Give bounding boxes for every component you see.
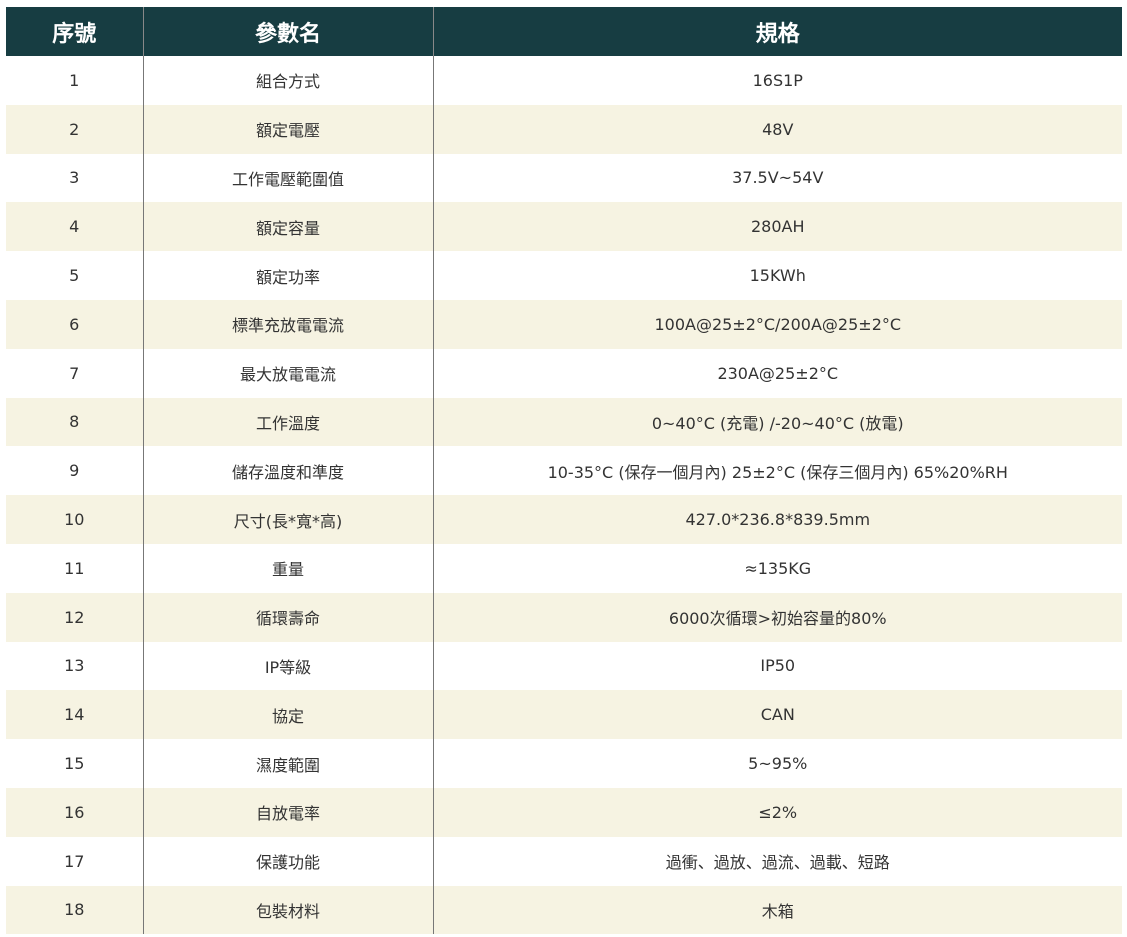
table-row: 15 濕度範圍 5~95% <box>6 739 1122 788</box>
row-number: 5 <box>69 266 80 286</box>
param-name: 標準充放電電流 <box>142 299 433 349</box>
spec-value: 15KWh <box>432 251 1122 300</box>
row-number: 1 <box>69 70 80 90</box>
param-name: 額定電壓 <box>142 104 433 154</box>
spec-value: 48V <box>432 104 1122 154</box>
param-name: 最大放電電流 <box>142 348 433 398</box>
row-number: 6 <box>6 299 143 349</box>
spec-value: 100A@25±2°C/200A@25±2°C <box>432 299 1122 349</box>
param-name: 額定容量 <box>142 202 433 252</box>
param-name: 協定 <box>142 690 433 740</box>
spec-value: 6000次循環>初始容量的80% <box>432 592 1122 642</box>
table-row: 1 組合方式 16S1P <box>6 56 1122 105</box>
table-row: 11 重量 ≈135KG <box>6 543 1122 593</box>
param-name: 組合方式 <box>142 56 433 105</box>
row-number: 4 <box>6 202 143 252</box>
param-name: 儲存溫度和準度 <box>142 446 433 496</box>
table-row: 12 循環壽命 6000次循環>初始容量的80% <box>6 592 1122 642</box>
spec-value: 280AH <box>432 202 1122 252</box>
param-name: 包裝材料 <box>142 885 433 935</box>
table-row: 10 尺寸(長*寬*高) 427.0*236.8*839.5mm <box>6 495 1122 544</box>
table-row: 14 協定 CAN <box>6 690 1122 740</box>
row-number: 9 <box>69 461 80 481</box>
spec-value: 16S1P <box>432 56 1122 105</box>
table-row: 6 標準充放電電流 100A@25±2°C/200A@25±2°C <box>6 299 1122 349</box>
table-row: 2 額定電壓 48V <box>6 104 1122 154</box>
spec-value: 37.5V~54V <box>432 153 1122 203</box>
table-row: 4 額定容量 280AH <box>6 202 1122 252</box>
param-name: 自放電率 <box>142 787 433 837</box>
header-no: 序號 <box>6 7 143 56</box>
row-number: 14 <box>6 690 143 740</box>
spec-value: ≤2% <box>432 787 1122 837</box>
row-number: 11 <box>64 558 85 578</box>
row-number: 16 <box>6 787 143 837</box>
row-number: 18 <box>6 885 143 935</box>
header-param: 參數名 <box>142 7 433 56</box>
header-row: 序號 參數名 規格 <box>6 7 1122 56</box>
row-number: 10 <box>6 495 143 544</box>
table-row: 9 儲存溫度和準度 10-35°C (保存一個月內) 25±2°C (保存三個月內)… <box>6 446 1122 496</box>
row-number: 17 <box>64 851 85 871</box>
table-row: 8 工作溫度 0~40°C (充電) /-20~40°C (放電) <box>6 397 1122 447</box>
row-number: 7 <box>69 363 80 383</box>
spec-value: CAN <box>432 690 1122 740</box>
row-number: 8 <box>6 397 143 447</box>
table-row: 17 保護功能 過衝、過放、過流、過載、短路 <box>6 836 1122 886</box>
param-name: 額定功率 <box>142 251 433 300</box>
spec-value: 10-35°C (保存一個月內) 25±2°C (保存三個月內) 65%20%R… <box>432 446 1122 496</box>
param-name: 工作溫度 <box>142 397 433 447</box>
spec-value: 0~40°C (充電) /-20~40°C (放電) <box>432 397 1122 447</box>
row-number: 2 <box>6 104 143 154</box>
param-name: 重量 <box>142 543 433 593</box>
table-row: 18 包裝材料 木箱 <box>6 885 1122 935</box>
header-spec: 規格 <box>432 7 1122 56</box>
spec-value: ≈135KG <box>432 543 1122 593</box>
param-name: IP等級 <box>142 641 433 691</box>
spec-table: 序號 參數名 規格 1 組合方式 16S1P 2 額定電壓 48V 3 工作電壓範圍值 37.5… <box>6 7 1122 935</box>
spec-value: 過衝、過放、過流、過載、短路 <box>432 836 1122 886</box>
param-name: 循環壽命 <box>142 592 433 642</box>
row-number: 15 <box>64 754 85 774</box>
table-row: 7 最大放電電流 230A@25±2°C <box>6 348 1122 398</box>
row-number: 13 <box>64 656 85 676</box>
spec-value: 5~95% <box>432 739 1122 788</box>
row-number: 3 <box>69 168 80 188</box>
spec-value: 木箱 <box>432 885 1122 935</box>
spec-value: IP50 <box>432 641 1122 691</box>
param-name: 保護功能 <box>142 836 433 886</box>
table-row: 3 工作電壓範圍值 37.5V~54V <box>6 153 1122 203</box>
param-name: 工作電壓範圍值 <box>142 153 433 203</box>
table-row: 13 IP等級 IP50 <box>6 641 1122 691</box>
table-row: 5 額定功率 15KWh <box>6 251 1122 300</box>
spec-value: 230A@25±2°C <box>432 348 1122 398</box>
spec-value: 427.0*236.8*839.5mm <box>432 495 1122 544</box>
row-number: 12 <box>6 592 143 642</box>
param-name: 尺寸(長*寬*高) <box>142 495 433 544</box>
table-row: 16 自放電率 ≤2% <box>6 787 1122 837</box>
param-name: 濕度範圍 <box>142 739 433 788</box>
